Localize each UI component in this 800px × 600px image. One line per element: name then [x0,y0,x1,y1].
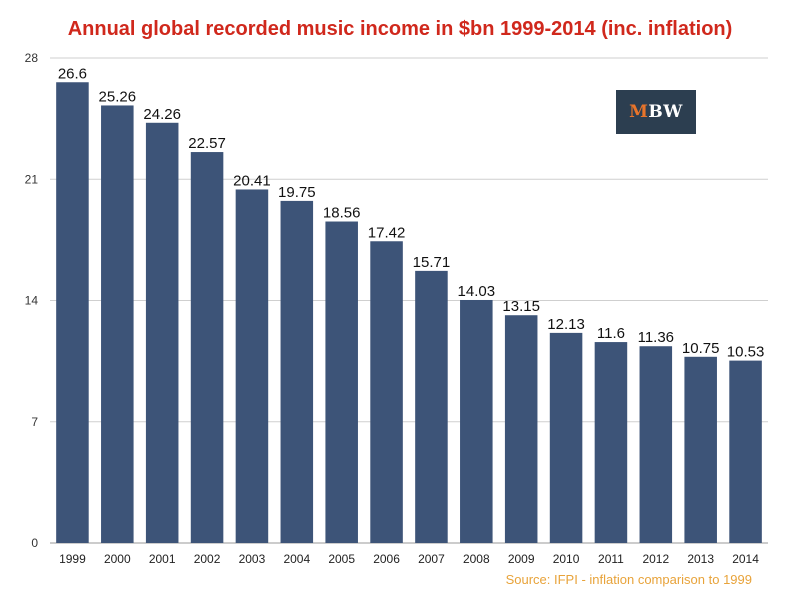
y-tick-label: 28 [25,51,39,65]
value-label-2000: 25.26 [99,88,137,105]
x-tick-label-2005: 2005 [328,552,355,566]
logo-letters-bw: BW [648,102,683,122]
y-tick-label: 0 [31,536,38,550]
x-tick-label-2012: 2012 [642,552,669,566]
x-tick-label-2000: 2000 [104,552,131,566]
value-label-2002: 22.57 [188,135,226,152]
bar-2014 [729,360,762,543]
y-axis-ticks: 0 7 14 21 28 [25,51,39,550]
x-tick-label-2009: 2009 [508,552,535,566]
x-tick-label-2001: 2001 [149,552,176,566]
bar-2000 [101,105,134,543]
x-tick-label-2004: 2004 [283,552,310,566]
bar-2010 [549,332,583,543]
x-tick-label-2011: 2011 [598,552,624,566]
x-tick-label-1999: 1999 [59,552,86,566]
value-label-1999: 26.6 [58,65,87,82]
bar-2011 [594,342,628,543]
value-label-2005: 18.56 [323,205,361,222]
x-tick-label-2010: 2010 [553,552,580,566]
value-label-2012: 11.36 [638,329,674,346]
x-tick-label-2013: 2013 [687,552,714,566]
value-label-2014: 10.53 [727,344,765,361]
x-tick-label-2002: 2002 [194,552,221,566]
value-label-2010: 12.13 [547,316,585,333]
bar-2007 [415,270,448,543]
bar-2003 [235,189,269,543]
value-label-2003: 20.41 [233,172,271,189]
value-label-2013: 10.75 [682,340,720,357]
x-tick-label-2006: 2006 [373,552,400,566]
x-tick-label-2008: 2008 [463,552,490,566]
x-tick-label-2003: 2003 [239,552,266,566]
value-label-2001: 24.26 [143,106,181,123]
bar-1999 [56,82,89,543]
bar-2001 [145,122,179,544]
bars [56,82,762,544]
chart-title: Annual global recorded music income in $… [67,18,733,40]
bar-2005 [325,221,358,543]
source-note: Source: IFPI - inflation comparison to 1… [505,572,752,587]
value-labels: 26.6 25.26 24.26 22.57 20.41 19.75 18.56 17.42 1… [58,65,765,360]
value-label-2007: 15.71 [413,254,451,271]
value-label-2011: 11.6 [597,325,625,342]
value-label-2006: 17.42 [368,224,406,241]
bar-2008 [460,299,493,543]
y-tick-label: 14 [25,294,39,308]
x-tick-label-2014: 2014 [732,552,759,566]
bar-2002 [190,152,224,543]
x-tick-label-2007: 2007 [418,552,445,566]
x-axis-ticks: 1999 2000 2001 2002 2003 2004 2005 2006 2007 2008… [59,552,759,566]
value-label-2009: 13.15 [502,298,540,315]
bar-2012 [639,346,673,543]
value-label-2008: 14.03 [458,283,496,300]
bar-2009 [504,315,538,543]
value-label-2004: 19.75 [278,184,316,201]
mbw-logo: M BW [616,90,696,134]
y-tick-label: 21 [25,172,39,186]
bar-2013 [684,356,717,543]
bar-2004 [280,200,314,543]
logo-letter-m: M [629,102,649,122]
y-tick-label: 7 [31,415,38,429]
bar-2006 [370,241,403,543]
